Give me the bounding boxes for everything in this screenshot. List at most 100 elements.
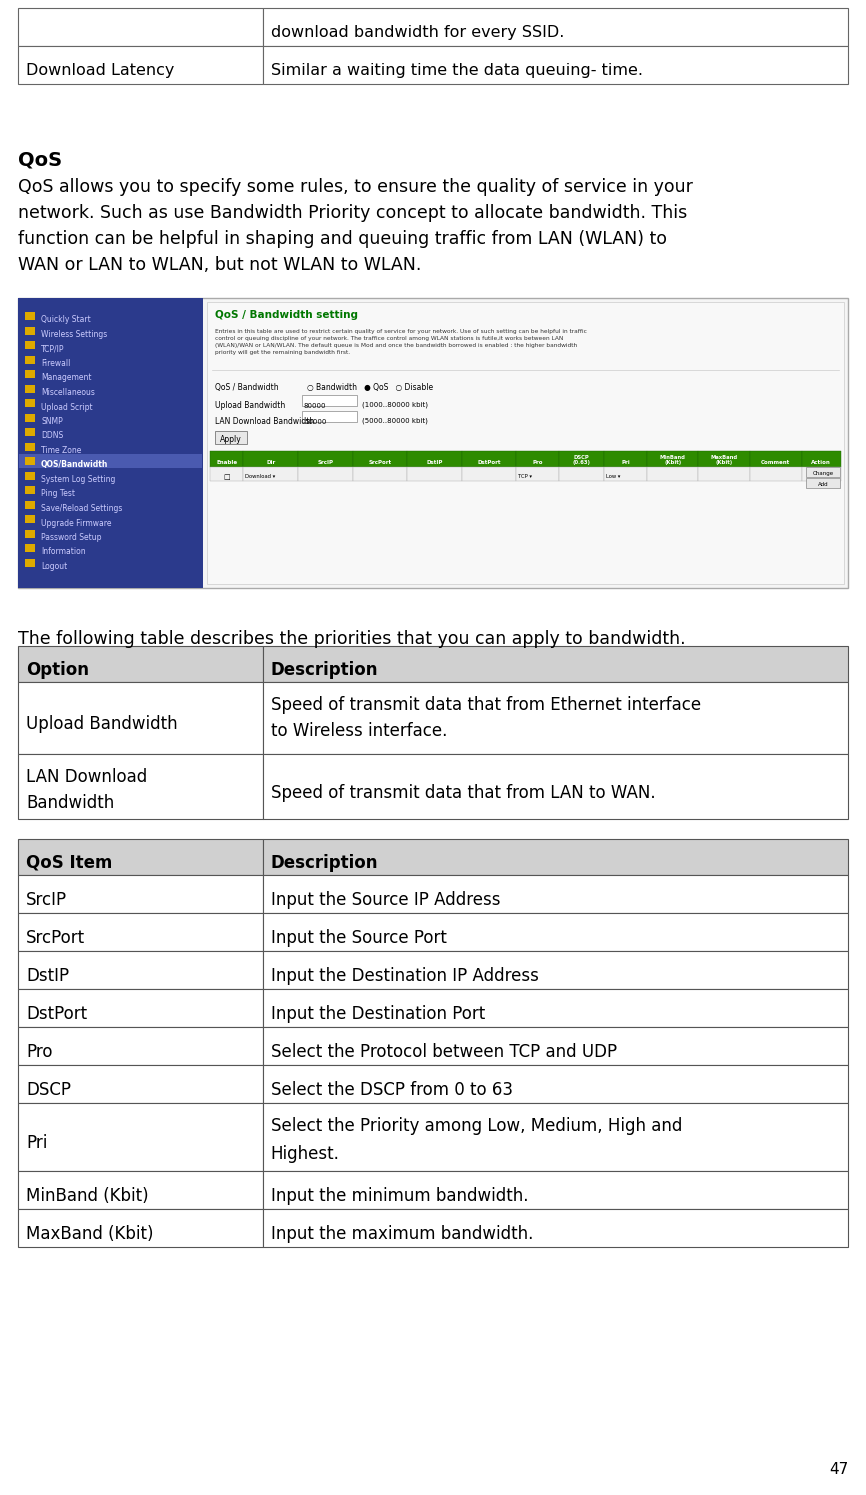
Text: Download Latency: Download Latency	[26, 63, 174, 79]
Text: 50000: 50000	[304, 419, 326, 425]
Text: DstIP: DstIP	[26, 967, 69, 985]
Bar	[25, 384, 35, 393]
Bar	[25, 486, 35, 493]
Bar	[25, 443, 35, 450]
Text: (0.63): (0.63)	[572, 460, 591, 465]
Bar	[25, 529, 35, 538]
Bar	[207, 302, 844, 585]
Text: SrcPort: SrcPort	[26, 928, 85, 946]
Bar	[25, 514, 35, 523]
Bar	[263, 46, 848, 84]
Text: Similar a waiting time the data queuing- time.: Similar a waiting time the data queuing-…	[271, 63, 643, 79]
Text: MinBand: MinBand	[660, 454, 686, 460]
Bar	[25, 414, 35, 422]
Text: Comment: Comment	[761, 460, 791, 465]
Bar	[263, 7, 848, 46]
Bar	[18, 1027, 263, 1064]
Bar	[462, 466, 516, 481]
Bar	[18, 875, 263, 913]
Text: Speed of transmit data that from Ethernet interface: Speed of transmit data that from Etherne…	[271, 697, 701, 715]
Bar	[18, 990, 263, 1027]
Bar	[750, 451, 802, 466]
Text: Pri: Pri	[26, 1135, 48, 1153]
Text: Description: Description	[271, 661, 378, 679]
Text: The following table describes the priorities that you can apply to bandwidth.: The following table describes the priori…	[18, 629, 686, 647]
Bar	[18, 1064, 263, 1103]
Text: Upload Bandwidth: Upload Bandwidth	[215, 401, 285, 410]
Bar	[806, 466, 840, 477]
Text: network. Such as use Bandwidth Priority concept to allocate bandwidth. This: network. Such as use Bandwidth Priority …	[18, 203, 688, 221]
Bar	[647, 466, 698, 481]
Text: TCP ▾: TCP ▾	[519, 474, 533, 480]
Bar	[263, 1171, 848, 1209]
Bar	[263, 1103, 848, 1171]
Bar	[243, 451, 298, 466]
Text: Action: Action	[811, 460, 831, 465]
Bar	[516, 466, 559, 481]
Text: Upgrade Firmware: Upgrade Firmware	[41, 519, 112, 528]
Text: (1000..80000 kbit): (1000..80000 kbit)	[362, 401, 428, 408]
Bar	[18, 1103, 263, 1171]
Text: SrcIP: SrcIP	[26, 891, 68, 909]
Text: DDNS: DDNS	[41, 432, 63, 441]
Text: Select the Protocol between TCP and UDP: Select the Protocol between TCP and UDP	[271, 1044, 617, 1061]
Text: Time Zone: Time Zone	[41, 446, 81, 454]
Bar	[750, 466, 802, 481]
Bar	[407, 451, 462, 466]
Text: QoS / Bandwidth setting: QoS / Bandwidth setting	[215, 309, 358, 320]
Bar	[802, 451, 841, 466]
Bar	[559, 466, 604, 481]
Bar	[215, 431, 247, 444]
Text: Select the Priority among Low, Medium, High and: Select the Priority among Low, Medium, H…	[271, 1117, 682, 1135]
Text: LAN Download Bandwidth: LAN Download Bandwidth	[215, 417, 314, 426]
Bar	[25, 471, 35, 480]
Bar	[19, 454, 202, 468]
Bar	[18, 646, 263, 682]
Bar	[25, 457, 35, 465]
Text: DstPort: DstPort	[477, 460, 501, 465]
Text: Miscellaneous: Miscellaneous	[41, 389, 95, 398]
Bar	[18, 753, 263, 819]
Text: Pro: Pro	[26, 1044, 53, 1061]
Bar	[18, 682, 263, 753]
Bar	[18, 839, 263, 875]
Text: Input the minimum bandwidth.: Input the minimum bandwidth.	[271, 1187, 528, 1205]
Text: System Log Setting: System Log Setting	[41, 475, 115, 484]
Text: Upload Bandwidth: Upload Bandwidth	[26, 715, 178, 733]
Bar	[25, 369, 35, 378]
Bar	[263, 990, 848, 1027]
Bar	[25, 356, 35, 363]
Text: (WLAN)/WAN or LAN/WLAN. The default queue is Mod and once the bandwidth borrowed: (WLAN)/WAN or LAN/WLAN. The default queu…	[215, 342, 577, 348]
Bar	[407, 466, 462, 481]
Text: Management: Management	[41, 374, 92, 383]
Text: to Wireless interface.: to Wireless interface.	[271, 722, 447, 740]
Text: Quickly Start: Quickly Start	[41, 315, 91, 324]
Text: Wireless Settings: Wireless Settings	[41, 330, 107, 339]
Text: SrcIP: SrcIP	[317, 460, 333, 465]
Text: LAN Download: LAN Download	[26, 768, 147, 786]
Text: Ping Test: Ping Test	[41, 489, 75, 498]
Text: Entries in this table are used to restrict certain quality of service for your n: Entries in this table are used to restri…	[215, 329, 587, 333]
Bar	[263, 875, 848, 913]
Bar	[25, 501, 35, 508]
Text: DstIP: DstIP	[426, 460, 443, 465]
Text: Speed of transmit data that from LAN to WAN.: Speed of transmit data that from LAN to …	[271, 783, 656, 801]
Text: Password Setup: Password Setup	[41, 534, 101, 543]
Text: Download ▾: Download ▾	[245, 474, 275, 480]
Bar	[647, 451, 698, 466]
Bar	[18, 1209, 263, 1247]
Text: Description: Description	[271, 854, 378, 872]
Bar	[25, 559, 35, 567]
Text: function can be helpful in shaping and queuing traffic from LAN (WLAN) to: function can be helpful in shaping and q…	[18, 230, 667, 248]
Bar	[263, 753, 848, 819]
Text: control or queuing discipline of your network. The traffice control among WLAN s: control or queuing discipline of your ne…	[215, 336, 564, 341]
Bar	[302, 411, 357, 422]
Text: (5000..80000 kbit): (5000..80000 kbit)	[362, 417, 428, 423]
Bar	[806, 478, 840, 487]
Text: Input the Source Port: Input the Source Port	[271, 928, 447, 946]
Text: Apply: Apply	[220, 435, 242, 444]
Text: Bandwidth: Bandwidth	[26, 794, 114, 812]
Text: DSCP: DSCP	[26, 1081, 71, 1099]
Text: (Kbit): (Kbit)	[715, 460, 733, 465]
Bar	[263, 1064, 848, 1103]
